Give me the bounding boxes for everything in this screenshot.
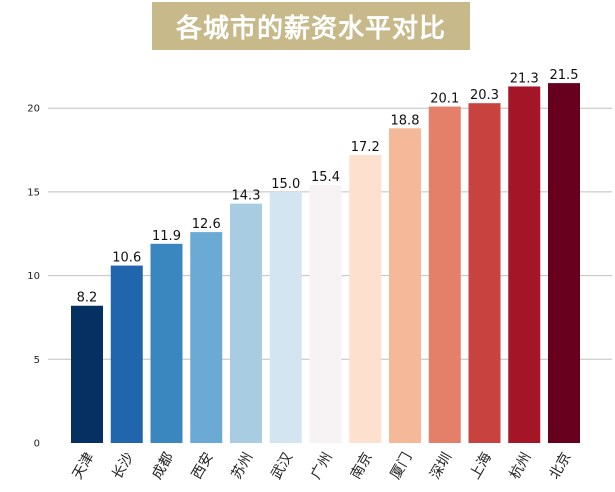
bar-value-label-12: 21.3 — [510, 71, 539, 86]
x-tick-label-1: 天津 — [70, 450, 98, 482]
x-tick-label-8: 南京 — [348, 450, 376, 482]
bar-value-label-3: 11.9 — [152, 229, 181, 244]
bar-11 — [468, 103, 501, 444]
x-tick-label-6: 武汉 — [268, 450, 296, 482]
bar-value-label-9: 18.8 — [391, 113, 420, 128]
chart-title-box: 各城市的薪资水平对比 — [152, 2, 470, 50]
bar-value-label-10: 20.1 — [430, 92, 459, 107]
x-tick-label-5: 苏州 — [229, 450, 257, 482]
bar-value-label-6: 15.0 — [271, 177, 300, 192]
bar-value-label-5: 14.3 — [232, 189, 261, 204]
x-tick-label-13: 北京 — [547, 450, 575, 482]
y-tick-label-5: 5 — [34, 355, 40, 366]
x-tick-label-10: 深圳 — [427, 450, 455, 482]
bars — [71, 83, 580, 444]
y-tick-label-10: 10 — [27, 271, 40, 282]
x-tick-label-2: 长沙 — [109, 450, 137, 482]
y-tick-label-0: 0 — [34, 439, 40, 450]
chart-title: 各城市的薪资水平对比 — [175, 13, 446, 44]
bar-value-label-1: 8.2 — [77, 291, 98, 306]
bar-9 — [389, 128, 421, 443]
x-tick-label-11: 上海 — [467, 450, 495, 482]
bar-value-label-4: 12.6 — [192, 217, 221, 232]
x-axis-categories: 天津 长沙 成都 西安 苏州 武汉 广州 南京 厦门 深圳 上海 杭州 北京 — [70, 450, 575, 482]
bar-value-label-11: 20.3 — [470, 88, 499, 103]
bar-1 — [71, 305, 103, 443]
x-tick-label-3: 成都 — [149, 450, 177, 482]
x-tick-label-4: 西安 — [189, 450, 217, 482]
bar-value-label-8: 17.2 — [351, 140, 380, 155]
x-tick-label-12: 杭州 — [507, 450, 535, 482]
bar-10 — [428, 106, 461, 443]
x-tick-label-7: 广州 — [308, 450, 336, 482]
y-tick-label-15: 15 — [27, 187, 40, 198]
bar-value-label-7: 15.4 — [311, 170, 340, 185]
y-axis-ticks: 0 5 10 15 20 — [27, 104, 40, 450]
y-tick-label-20: 20 — [27, 104, 40, 115]
bar-value-label-2: 10.6 — [112, 251, 141, 266]
bar-2 — [110, 265, 143, 443]
bar-7 — [309, 185, 342, 443]
bar-13 — [548, 83, 580, 443]
bar-12 — [508, 86, 541, 444]
bar-5 — [230, 203, 262, 443]
x-tick-label-9: 厦门 — [388, 450, 416, 482]
bar-value-labels: 8.2 10.6 11.9 12.6 14.3 15.0 15.4 17.2 18.8 20.1 2… — [77, 68, 579, 306]
bar-value-label-13: 21.5 — [550, 68, 579, 83]
bar-3 — [150, 243, 183, 443]
bar-6 — [269, 191, 302, 443]
bar-8 — [349, 155, 382, 443]
bar-4 — [190, 232, 223, 443]
